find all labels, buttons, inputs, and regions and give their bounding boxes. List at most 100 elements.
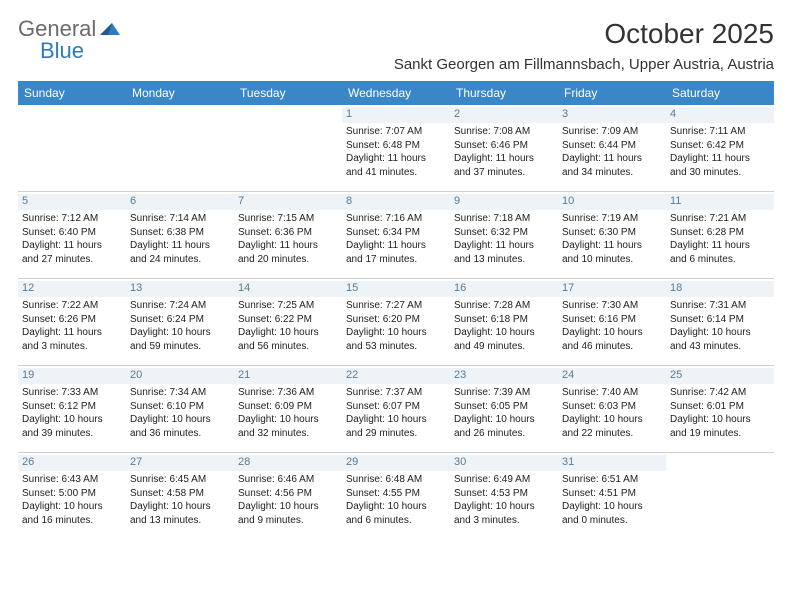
calendar-day-cell: 23Sunrise: 7:39 AMSunset: 6:05 PMDayligh… — [450, 366, 558, 452]
day-sunrise: Sunrise: 7:34 AM — [130, 386, 230, 400]
calendar-day-cell: 30Sunrise: 6:49 AMSunset: 4:53 PMDayligh… — [450, 453, 558, 539]
weekday-header-cell: Wednesday — [342, 81, 450, 105]
day-info: Sunrise: 6:45 AMSunset: 4:58 PMDaylight:… — [130, 473, 230, 527]
day-daylight2: and 13 minutes. — [130, 514, 230, 528]
day-info: Sunrise: 7:14 AMSunset: 6:38 PMDaylight:… — [130, 212, 230, 266]
logo-triangle-icon — [100, 21, 122, 37]
day-number: 1 — [342, 107, 450, 123]
day-number: 17 — [558, 281, 666, 297]
day-daylight1: Daylight: 11 hours — [130, 239, 230, 253]
calendar-day-cell: 17 Sunrise: 7:30 AMSunset: 6:16 PMDayligh… — [558, 279, 666, 365]
day-sunset: Sunset: 4:53 PM — [454, 487, 554, 501]
day-info: Sunrise: 6:49 AMSunset: 4:53 PMDaylight:… — [454, 473, 554, 527]
day-info: Sunrise: 7:15 AMSunset: 6:36 PMDaylight:… — [238, 212, 338, 266]
day-daylight1: Daylight: 10 hours — [22, 500, 122, 514]
calendar: Sunday Monday Tuesday Wednesday Thursday… — [18, 81, 774, 539]
calendar-week-row: 5Sunrise: 7:12 AMSunset: 6:40 PMDaylight… — [18, 191, 774, 278]
day-daylight2: and 46 minutes. — [562, 340, 662, 354]
day-number: 18 — [666, 281, 774, 297]
day-number: 8 — [342, 194, 450, 210]
day-daylight2: and 53 minutes. — [346, 340, 446, 354]
day-number — [234, 107, 342, 123]
day-daylight1: Daylight: 11 hours — [670, 152, 770, 166]
day-info: Sunrise: 7:31 AMSunset: 6:14 PMDaylight:… — [670, 299, 770, 353]
calendar-day-cell: 4Sunrise: 7:11 AMSunset: 6:42 PMDaylight… — [666, 105, 774, 191]
day-daylight1: Daylight: 10 hours — [130, 326, 230, 340]
day-sunrise: Sunrise: 7:24 AM — [130, 299, 230, 313]
brand-word-2: Blue — [40, 38, 84, 64]
day-number: 2 — [450, 107, 558, 123]
day-sunrise: Sunrise: 7:07 AM — [346, 125, 446, 139]
weekday-header-cell: Sunday — [18, 81, 126, 105]
day-sunset: Sunset: 6:38 PM — [130, 226, 230, 240]
day-daylight2: and 17 minutes. — [346, 253, 446, 267]
day-number: 26 — [18, 455, 126, 471]
day-daylight1: Daylight: 11 hours — [454, 239, 554, 253]
day-number: 3 — [558, 107, 666, 123]
day-number: 4 — [666, 107, 774, 123]
day-sunset: Sunset: 6:20 PM — [346, 313, 446, 327]
day-daylight2: and 39 minutes. — [22, 427, 122, 441]
day-info: Sunrise: 7:27 AMSunset: 6:20 PMDaylight:… — [346, 299, 446, 353]
day-daylight2: and 29 minutes. — [346, 427, 446, 441]
day-daylight1: Daylight: 10 hours — [562, 500, 662, 514]
calendar-day-cell: 19Sunrise: 7:33 AMSunset: 6:12 PMDayligh… — [18, 366, 126, 452]
day-number: 23 — [450, 368, 558, 384]
day-info: Sunrise: 7:34 AMSunset: 6:10 PMDaylight:… — [130, 386, 230, 440]
day-sunrise: Sunrise: 7:21 AM — [670, 212, 770, 226]
day-info: Sunrise: 7:08 AMSunset: 6:46 PMDaylight:… — [454, 125, 554, 179]
weekday-header-cell: Saturday — [666, 81, 774, 105]
day-daylight1: Daylight: 10 hours — [454, 500, 554, 514]
day-number: 5 — [18, 194, 126, 210]
calendar-day-cell — [126, 105, 234, 191]
day-daylight1: Daylight: 10 hours — [238, 413, 338, 427]
day-info: Sunrise: 7:30 AMSunset: 6:16 PMDaylight:… — [562, 299, 662, 353]
day-info: Sunrise: 7:42 AMSunset: 6:01 PMDaylight:… — [670, 386, 770, 440]
calendar-week-row: 26Sunrise: 6:43 AMSunset: 5:00 PMDayligh… — [18, 452, 774, 539]
day-daylight1: Daylight: 10 hours — [346, 500, 446, 514]
brand-word-1: General — [18, 18, 96, 40]
day-sunset: Sunset: 4:51 PM — [562, 487, 662, 501]
calendar-day-cell: 22Sunrise: 7:37 AMSunset: 6:07 PMDayligh… — [342, 366, 450, 452]
day-sunrise: Sunrise: 7:09 AM — [562, 125, 662, 139]
day-info: Sunrise: 6:46 AMSunset: 4:56 PMDaylight:… — [238, 473, 338, 527]
day-sunset: Sunset: 6:48 PM — [346, 139, 446, 153]
day-number: 15 — [342, 281, 450, 297]
day-sunset: Sunset: 6:46 PM — [454, 139, 554, 153]
calendar-day-cell: 26Sunrise: 6:43 AMSunset: 5:00 PMDayligh… — [18, 453, 126, 539]
calendar-day-cell: 11Sunrise: 7:21 AMSunset: 6:28 PMDayligh… — [666, 192, 774, 278]
day-daylight1: Daylight: 11 hours — [346, 152, 446, 166]
calendar-day-cell: 20Sunrise: 7:34 AMSunset: 6:10 PMDayligh… — [126, 366, 234, 452]
calendar-day-cell: 1 Sunrise: 7:07 AMSunset: 6:48 PMDaylight… — [342, 105, 450, 191]
day-sunset: Sunset: 6:32 PM — [454, 226, 554, 240]
calendar-day-cell: 6Sunrise: 7:14 AMSunset: 6:38 PMDaylight… — [126, 192, 234, 278]
day-sunset: Sunset: 6:28 PM — [670, 226, 770, 240]
day-sunset: Sunset: 6:24 PM — [130, 313, 230, 327]
day-sunrise: Sunrise: 7:31 AM — [670, 299, 770, 313]
day-daylight1: Daylight: 10 hours — [238, 326, 338, 340]
day-daylight2: and 30 minutes. — [670, 166, 770, 180]
day-daylight2: and 6 minutes. — [670, 253, 770, 267]
day-info: Sunrise: 7:16 AMSunset: 6:34 PMDaylight:… — [346, 212, 446, 266]
month-title: October 2025 — [394, 18, 774, 50]
day-sunset: Sunset: 6:09 PM — [238, 400, 338, 414]
day-daylight1: Daylight: 10 hours — [454, 326, 554, 340]
day-sunrise: Sunrise: 7:39 AM — [454, 386, 554, 400]
day-daylight2: and 26 minutes. — [454, 427, 554, 441]
day-daylight2: and 36 minutes. — [130, 427, 230, 441]
weekday-header-cell: Thursday — [450, 81, 558, 105]
day-sunrise: Sunrise: 7:08 AM — [454, 125, 554, 139]
day-sunset: Sunset: 6:26 PM — [22, 313, 122, 327]
day-daylight1: Daylight: 10 hours — [130, 413, 230, 427]
day-info: Sunrise: 7:40 AMSunset: 6:03 PMDaylight:… — [562, 386, 662, 440]
day-number: 12 — [18, 281, 126, 297]
day-daylight2: and 0 minutes. — [562, 514, 662, 528]
day-info: Sunrise: 7:22 AMSunset: 6:26 PMDaylight:… — [22, 299, 122, 353]
day-daylight2: and 13 minutes. — [454, 253, 554, 267]
day-number: 28 — [234, 455, 342, 471]
day-sunrise: Sunrise: 7:42 AM — [670, 386, 770, 400]
day-sunrise: Sunrise: 6:49 AM — [454, 473, 554, 487]
day-daylight1: Daylight: 10 hours — [346, 413, 446, 427]
day-info: Sunrise: 7:28 AMSunset: 6:18 PMDaylight:… — [454, 299, 554, 353]
day-sunrise: Sunrise: 6:43 AM — [22, 473, 122, 487]
